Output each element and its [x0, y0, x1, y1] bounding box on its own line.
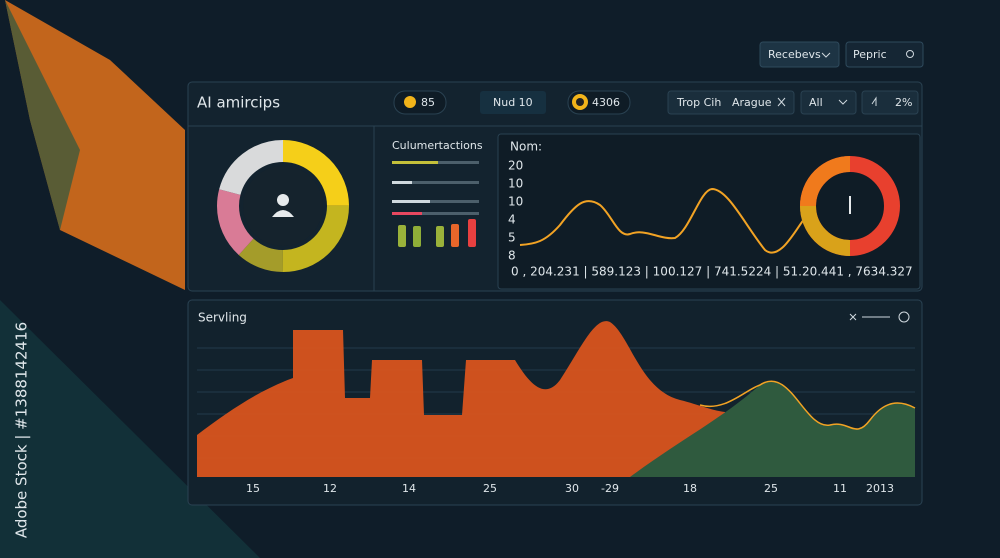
line-chart-title: Nom: — [510, 140, 542, 154]
filter-value: Arague — [732, 96, 772, 109]
chevron — [821, 52, 831, 58]
mini-bar — [413, 226, 421, 247]
user-icon — [272, 210, 294, 217]
x-label: 12 — [323, 482, 337, 495]
ring — [800, 156, 900, 256]
donut-segment — [217, 140, 349, 272]
panel-title: AI amircips — [197, 94, 280, 112]
ring-segment — [800, 156, 851, 207]
close-icon[interactable] — [849, 313, 857, 321]
area-orange — [197, 321, 725, 477]
mini-bar — [398, 225, 406, 247]
y-label: 8 — [508, 249, 516, 263]
filter-label: Trop Cih — [676, 96, 721, 109]
donut — [217, 140, 349, 272]
mini-bar — [451, 224, 459, 247]
area-title: Servling — [198, 311, 247, 325]
y-label: 10 — [508, 177, 523, 191]
mini-bar — [436, 226, 444, 247]
y-label: 5 — [508, 231, 516, 245]
bar-fill — [392, 161, 438, 164]
x-label: 25 — [483, 482, 497, 495]
watermark: Adobe Stock | #1388142416 — [13, 322, 31, 538]
bar-track — [392, 212, 479, 215]
search-icon — [906, 50, 914, 58]
select-label: All — [809, 96, 823, 109]
mini-bar — [468, 219, 476, 247]
x-label: 15 — [246, 482, 260, 495]
ring-segment — [800, 205, 851, 256]
search-box[interactable] — [845, 41, 924, 68]
user-icon — [277, 194, 289, 206]
percent-text: 2% — [895, 96, 912, 109]
donut-segment — [217, 140, 349, 272]
line-chart-footer: 0 , 204.231 | 589.123 | 100.127 | 741.52… — [511, 265, 913, 279]
filter-chip[interactable] — [667, 90, 795, 115]
badge[interactable] — [480, 91, 546, 114]
line — [519, 187, 806, 254]
chevron — [838, 99, 848, 105]
x-label: 18 — [683, 482, 697, 495]
y-label: 20 — [508, 159, 523, 173]
bg-shape — [5, 0, 80, 230]
badge-text: 85 — [421, 96, 435, 109]
donut-segment — [217, 140, 349, 272]
badge-dot — [404, 96, 416, 108]
dropdown-label: Recebevs — [768, 48, 821, 61]
progress-bars — [392, 161, 479, 247]
badge-icon — [576, 98, 584, 106]
y-labels: 20 10 10 4 5 8 — [508, 159, 523, 263]
y-label: 10 — [508, 195, 523, 209]
bg-shape — [5, 0, 185, 290]
list-title: Culumertactions — [392, 139, 483, 152]
percent-chip[interactable] — [861, 90, 919, 115]
area-green — [630, 381, 915, 477]
badge[interactable] — [393, 90, 447, 115]
x-label: 25 — [764, 482, 778, 495]
bar-track — [392, 200, 479, 203]
x-label: 11 — [833, 482, 847, 495]
x-labels: 15 12 14 25 30 -29 18 25 11 2013 — [246, 482, 894, 495]
clock-icon[interactable] — [898, 311, 910, 323]
x-label: 2013 — [866, 482, 894, 495]
x-label: 14 — [402, 482, 416, 495]
search-text: Pepric — [853, 48, 887, 61]
area-line — [699, 380, 916, 430]
bar-fill — [392, 212, 422, 215]
x-label: -29 — [601, 482, 619, 495]
arrow-icon — [871, 96, 877, 106]
bar-track — [392, 181, 479, 184]
dropdown[interactable] — [759, 41, 840, 68]
bar-fill — [392, 181, 412, 184]
close-icon[interactable] — [777, 97, 786, 107]
badge-text: Nud 10 — [493, 96, 533, 109]
bar-fill — [392, 200, 430, 203]
y-label: 4 — [508, 213, 516, 227]
select[interactable] — [800, 90, 857, 115]
x-label: 30 — [565, 482, 579, 495]
badge-text: 4306 — [592, 96, 620, 109]
